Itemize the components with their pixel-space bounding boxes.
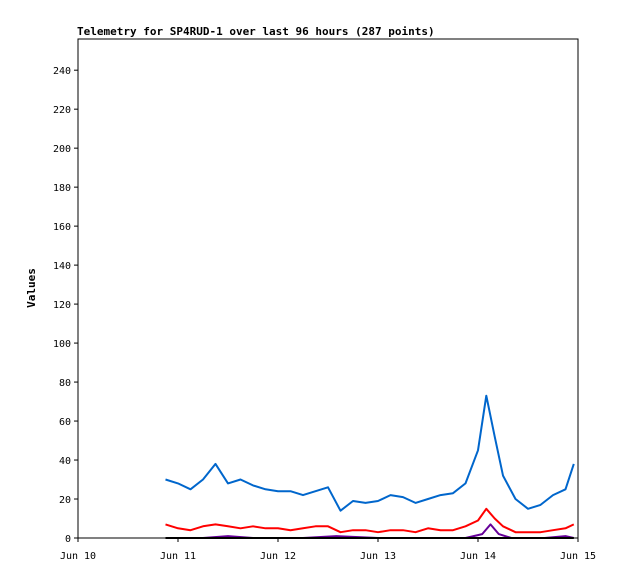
chart-title: Telemetry for SP4RUD-1 over last 96 hour… [77, 25, 435, 38]
y-tick-label: 40 [59, 456, 71, 467]
plot-area [165, 394, 575, 539]
x-tick-label: Jun 14 [460, 551, 496, 562]
y-tick-label: 100 [53, 339, 71, 350]
y-tick-label: 140 [53, 261, 71, 272]
series-line-1 [165, 394, 575, 512]
y-tick-label: 220 [53, 105, 71, 116]
y-tick-label: 180 [53, 183, 71, 194]
x-axis: Jun 10 Jun 11 Jun 12 Jun 13 Jun 14 Jun 15 [60, 538, 596, 562]
y-tick-label: 80 [59, 378, 71, 389]
y-tick-label: 60 [59, 417, 71, 428]
series-line-2 [165, 507, 575, 534]
x-tick-label: Jun 11 [160, 551, 196, 562]
plot-frame [77, 38, 579, 539]
y-tick-label: 240 [53, 66, 71, 77]
y-tick-label: 0 [65, 534, 71, 545]
y-axis: 0 20 40 60 80 100 120 140 160 180 200 220 240 [53, 66, 78, 545]
x-tick-label: Jun 13 [360, 551, 396, 562]
y-axis-label: Values [25, 268, 38, 308]
x-tick-label: Jun 12 [260, 551, 296, 562]
y-tick-label: 160 [53, 222, 71, 233]
y-tick-label: 120 [53, 300, 71, 311]
y-tick-label: 200 [53, 144, 71, 155]
x-tick-label: Jun 15 [560, 551, 596, 562]
y-tick-label: 20 [59, 495, 71, 506]
x-tick-label: Jun 10 [60, 551, 96, 562]
